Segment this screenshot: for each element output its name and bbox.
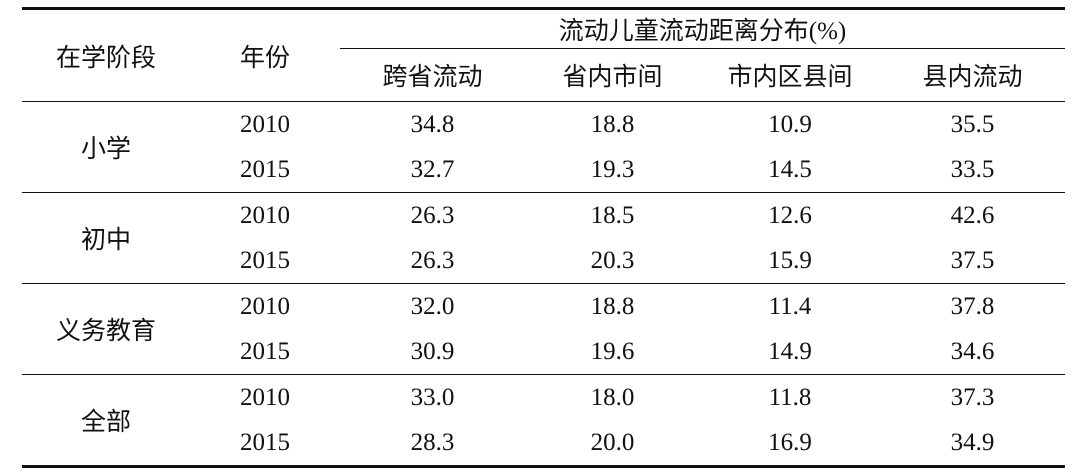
value-cell: 16.9	[768, 428, 812, 456]
value-cell: 20.0	[590, 428, 635, 456]
value-cell: 37.5	[950, 246, 995, 274]
year-cell: 2010	[190, 192, 340, 238]
value-cell: 32.7	[410, 155, 455, 183]
stage-cell: 全部	[22, 374, 190, 467]
value-cell: 19.6	[590, 337, 635, 365]
year-cell: 2015	[240, 337, 290, 365]
table-row: 义务教育 2010 32.0 18.8 11.4 37.8	[22, 283, 1066, 375]
value-cell: 37.3	[880, 374, 1066, 420]
table-row: 2015 30.9 19.6 14.9 34.6	[22, 329, 1065, 375]
table-row: 全部 2010 33.0 18.0 11.8 37.3	[22, 374, 1066, 467]
value-cell: 26.3	[410, 246, 455, 274]
data-table: 在学阶段 年份 流动儿童流动距离分布(%) 跨省流动 省内市间 市内区县间 县内流动 小学 20…	[22, 7, 1066, 468]
column-header: 跨省流动	[340, 48, 525, 102]
table-row: 2015 28.3 20.0 16.9 34.9	[22, 420, 1065, 467]
value-cell: 30.9	[410, 337, 455, 365]
value-cell: 32.0	[340, 283, 525, 329]
value-cell: 33.5	[950, 155, 995, 183]
stage-cell: 初中	[22, 192, 190, 284]
year-cell: 2010	[240, 110, 290, 138]
group-header: 流动儿童流动距离分布(%)	[340, 8, 1066, 49]
value-cell: 10.9	[768, 110, 812, 138]
stage-cell: 小学	[80, 136, 131, 163]
year-cell: 2010	[190, 374, 340, 420]
year-cell: 2015	[240, 155, 290, 183]
column-header: 省内市间	[525, 48, 700, 102]
value-cell: 14.9	[768, 337, 812, 365]
table-row: 2015 26.3 20.3 15.9 37.5	[22, 238, 1065, 284]
year-cell: 2015	[240, 246, 290, 274]
table-row: 在学阶段 年份 流动儿童流动距离分布(%)	[22, 8, 1066, 102]
year-cell: 2015	[240, 428, 290, 456]
value-cell: 42.6	[880, 192, 1066, 238]
value-cell: 34.8	[410, 110, 455, 138]
table-row: 初中 2010 26.3 18.5 12.6 42.6	[22, 192, 1066, 284]
value-cell: 11.8	[700, 374, 880, 420]
value-cell: 33.0	[340, 374, 525, 420]
header-cell: 在学阶段	[22, 8, 190, 102]
value-cell: 34.9	[950, 428, 995, 456]
value-cell: 18.5	[525, 192, 700, 238]
value-cell: 19.3	[590, 155, 635, 183]
year-cell: 2010	[190, 283, 340, 329]
value-cell: 35.5	[950, 110, 995, 138]
header-cell: 年份	[190, 8, 340, 102]
value-cell: 18.0	[525, 374, 700, 420]
table-row: 跨省流动 省内市间 市内区县间 县内流动	[22, 48, 1066, 102]
value-cell: 37.8	[880, 283, 1066, 329]
value-cell: 14.5	[768, 155, 812, 183]
value-cell: 12.6	[700, 192, 880, 238]
value-cell: 34.6	[950, 337, 995, 365]
column-header: 市内区县间	[700, 48, 880, 102]
stage-cell: 义务教育	[22, 283, 190, 375]
column-header: 县内流动	[880, 48, 1066, 102]
value-cell: 11.4	[700, 283, 880, 329]
value-cell: 20.3	[590, 246, 635, 274]
table-row: 小学 2010 34.8 18.8 10.9 35.5	[22, 102, 1065, 164]
value-cell: 26.3	[340, 192, 525, 238]
value-cell: 18.8	[525, 283, 700, 329]
value-cell: 18.8	[590, 110, 635, 138]
value-cell: 15.9	[768, 246, 812, 274]
value-cell: 28.3	[410, 428, 455, 456]
table-row: 2015 32.7 19.3 14.5 33.5	[22, 147, 1065, 193]
